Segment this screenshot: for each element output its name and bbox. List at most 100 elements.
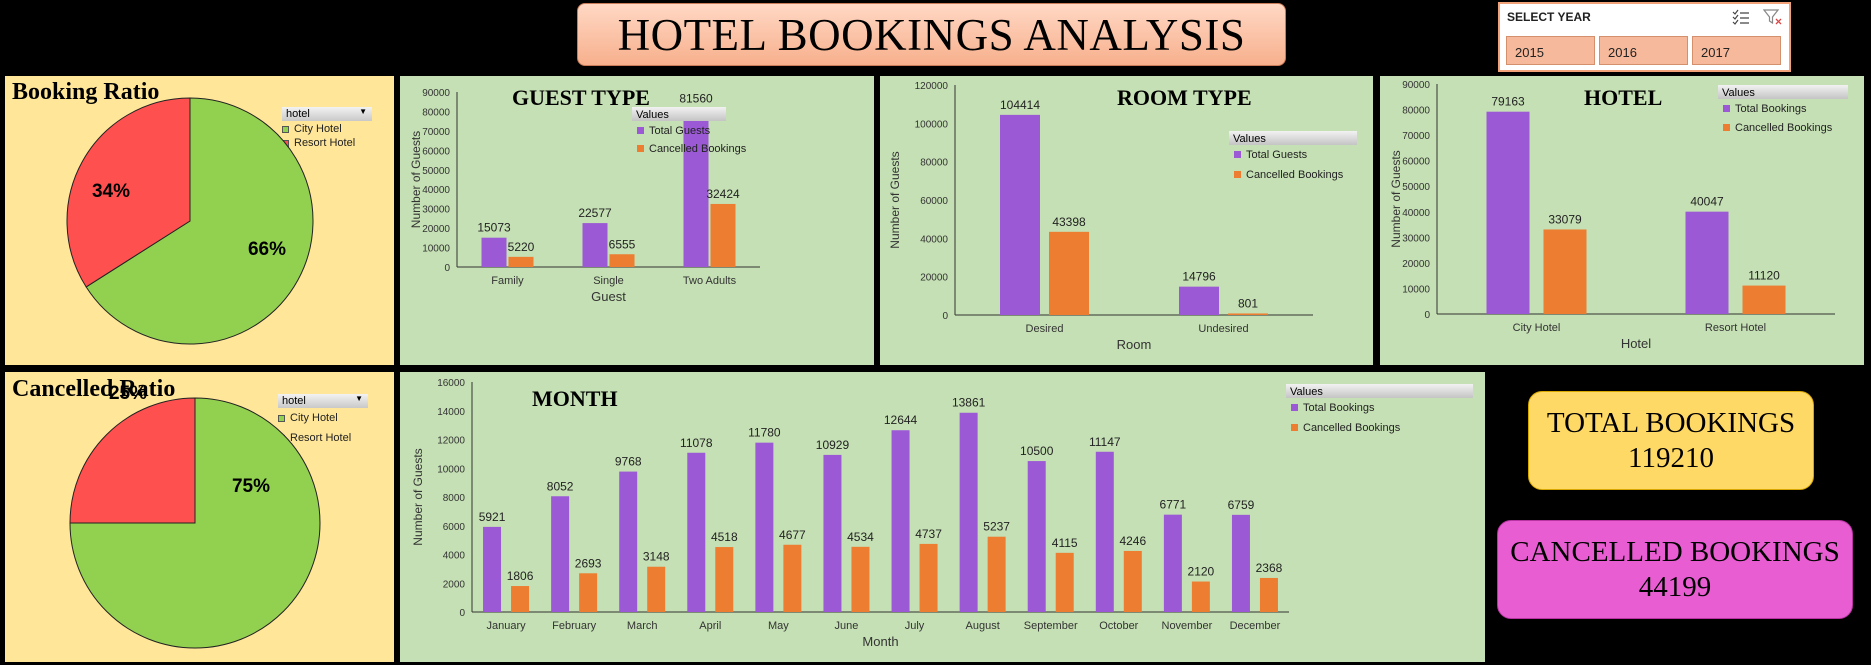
total-bookings-label: TOTAL BOOKINGS: [1546, 406, 1796, 439]
bar-data-label: 4534: [847, 530, 874, 544]
bar-data-label: 79163: [1491, 95, 1525, 109]
cancelled-ratio-title: Cancelled Ratio: [12, 376, 176, 402]
year-2017-button[interactable]: 2017: [1692, 36, 1781, 65]
bar-data-label: 43398: [1052, 215, 1086, 229]
chevron-down-icon: ▼: [359, 107, 367, 116]
y-tick-label: 30000: [1402, 233, 1430, 244]
x-axis-title: Hotel: [1621, 336, 1651, 351]
y-tick-label: 90000: [422, 88, 450, 99]
hotel-filter-dropdown[interactable]: hotel ▼: [278, 394, 368, 408]
y-tick-label: 10000: [422, 244, 450, 255]
bar-cancelled-bookings: [1228, 313, 1268, 315]
bar-data-label: 11120: [1748, 269, 1780, 283]
bar-total-bookings: [687, 452, 706, 612]
legend-swatch: [1723, 105, 1730, 112]
room-type-panel: ROOM TYPE 0 20000 40000 60000 80000 100000 120…: [880, 76, 1373, 365]
x-tick-label: Desired: [1026, 323, 1064, 335]
legend-header: Values: [636, 109, 669, 121]
cancelled-ratio-pie: 75% 25%: [69, 383, 321, 649]
bar-total-bookings: [755, 442, 774, 612]
legend-swatch: [1291, 404, 1298, 411]
bar-cancelled-bookings: [508, 256, 534, 267]
month-chart: 0 2000 4000 6000 8000 10000 12000 14000 16000 592…: [411, 378, 1473, 649]
bar-data-label: 5237: [983, 520, 1010, 534]
bar-data-label: 6759: [1228, 498, 1255, 512]
x-tick-label: Undesired: [1198, 323, 1248, 335]
y-tick-label: 6000: [443, 522, 466, 533]
legend-swatch: [1291, 424, 1298, 431]
x-tick-label: May: [768, 620, 789, 632]
cancelled-ratio-label-resort-hotel: 25%: [109, 383, 147, 404]
cancelled-bookings-card: CANCELLED BOOKINGS 44199: [1497, 520, 1853, 619]
bar-cancelled-bookings: [783, 544, 802, 612]
legend-header: Values: [1233, 133, 1266, 145]
bar-data-label: 801: [1238, 296, 1258, 310]
room-type-title: ROOM TYPE: [1117, 85, 1252, 110]
slicer-title: SELECT YEAR: [1507, 10, 1591, 24]
bar-cancelled-bookings: [647, 566, 666, 612]
y-tick-label: 60000: [422, 146, 450, 157]
bar-data-label: 11147: [1089, 435, 1121, 449]
bar-total-bookings: [483, 526, 502, 612]
booking-ratio-label-resort-hotel: 34%: [92, 181, 130, 202]
bar-total-bookings: [891, 430, 910, 612]
cancelled-bookings-label: CANCELLED BOOKINGS: [1510, 535, 1840, 568]
bar-total-bookings: [823, 454, 842, 612]
clear-filter-icon[interactable]: [1763, 9, 1783, 25]
y-axis-title: Number of Guests: [1389, 150, 1403, 247]
hotel-title: HOTEL: [1584, 85, 1663, 110]
x-tick-label: Family: [491, 275, 524, 287]
x-tick-label: January: [486, 620, 526, 632]
bar-data-label: 4737: [915, 527, 942, 541]
bar-total-bookings: [619, 471, 638, 612]
y-tick-label: 10000: [437, 464, 465, 475]
cancelled-ratio-slice-resort-hotel: [69, 397, 196, 524]
hotel-chart: 0 10000 20000 30000 40000 50000 60000 70000 8000…: [1389, 80, 1848, 351]
cancelled-ratio-panel: Cancelled Ratio hotel ▼ City Hotel Resor…: [5, 372, 394, 662]
y-axis-title: Number of Guests: [411, 448, 425, 545]
y-tick-label: 12000: [437, 436, 465, 447]
bar-data-label: 22577: [578, 206, 612, 220]
legend-label: Cancelled Bookings: [1303, 422, 1401, 434]
legend-swatch: [1723, 124, 1730, 131]
bar-cancelled-bookings: [579, 573, 598, 612]
bar-data-label: 10929: [816, 438, 850, 452]
cancelled-ratio-label-city-hotel: 75%: [232, 476, 270, 497]
x-tick-label: February: [552, 620, 597, 632]
bar-cancelled-bookings: [609, 254, 635, 267]
legend-label-resort: Resort Hotel: [294, 137, 356, 149]
hotel-panel: HOTEL 0 10000 20000 30000 40000 50000 60000 700…: [1380, 76, 1864, 365]
y-tick-label: 80000: [920, 158, 948, 169]
y-tick-label: 80000: [1402, 106, 1430, 117]
bar-data-label: 6771: [1160, 498, 1187, 512]
total-bookings-value: 119210: [1628, 441, 1714, 474]
bar-cancelled-bookings: [987, 536, 1006, 612]
bar-total-guests: [1000, 114, 1040, 315]
bar-total-guests: [683, 108, 709, 268]
multi-select-icon[interactable]: [1731, 9, 1751, 25]
bar-data-label: 13861: [952, 396, 986, 410]
bar-data-label: 4677: [779, 528, 806, 542]
x-tick-label: August: [966, 620, 1000, 632]
y-tick-label: 14000: [437, 407, 465, 418]
y-tick-label: 40000: [1402, 208, 1430, 219]
hotel-filter-dropdown[interactable]: hotel ▼: [282, 107, 372, 121]
bar-total-guests: [582, 223, 608, 267]
y-tick-label: 0: [1424, 310, 1430, 321]
legend-header-bg: [1718, 85, 1848, 99]
x-tick-label: June: [835, 620, 859, 632]
x-tick-label: March: [627, 620, 658, 632]
x-tick-label: Resort Hotel: [1705, 322, 1766, 334]
bar-data-label: 11078: [680, 436, 713, 450]
chart-legend: Values Total Guests Cancelled Bookings: [1229, 131, 1357, 181]
bar-total-guests: [1179, 286, 1219, 315]
y-tick-label: 16000: [437, 378, 465, 389]
bar-total-bookings: [1685, 211, 1729, 314]
y-tick-label: 0: [942, 311, 948, 322]
bar-cancelled-bookings: [1055, 552, 1074, 612]
year-2015-button[interactable]: 2015: [1506, 36, 1595, 65]
cancelled-ratio-slice-city-hotel: [69, 397, 321, 649]
y-tick-label: 4000: [443, 551, 466, 562]
year-2016-button[interactable]: 2016: [1599, 36, 1688, 65]
bar-data-label: 32424: [706, 187, 740, 201]
